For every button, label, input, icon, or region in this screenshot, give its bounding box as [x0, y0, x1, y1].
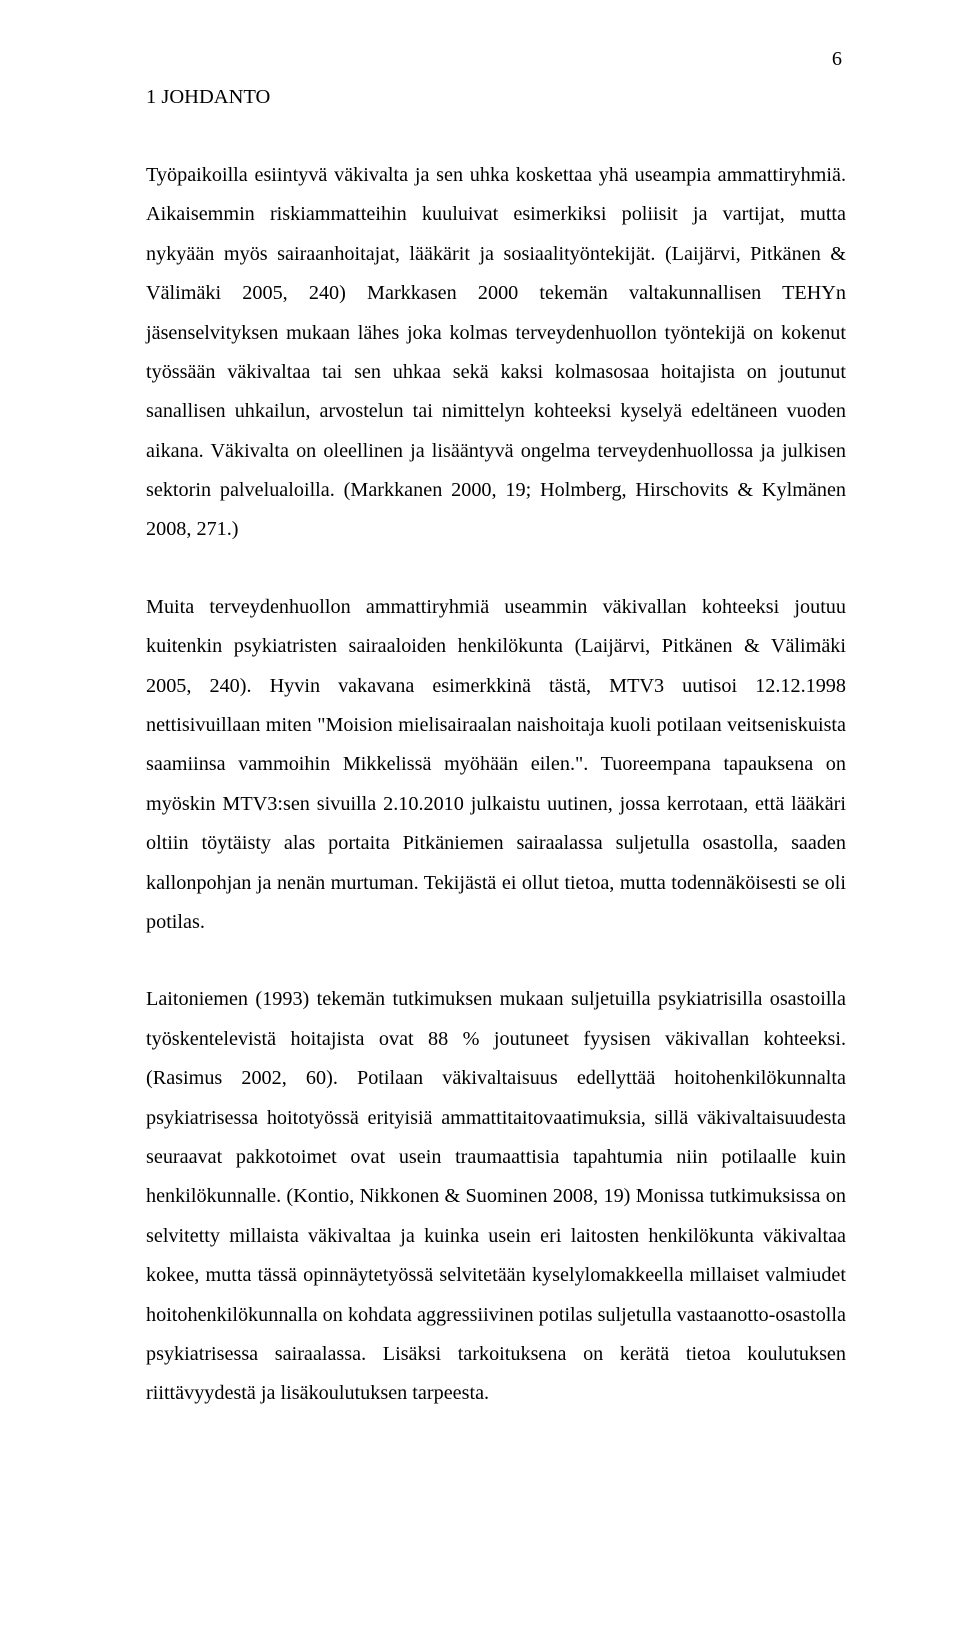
document-page: 6 1 JOHDANTO Työpaikoilla esiintyvä väki… — [0, 0, 960, 1636]
body-paragraph: Muita terveydenhuollon ammattiryhmiä use… — [146, 588, 846, 943]
section-heading: 1 JOHDANTO — [146, 78, 846, 118]
page-number: 6 — [832, 40, 842, 79]
body-paragraph: Työpaikoilla esiintyvä väkivalta ja sen … — [146, 156, 846, 550]
body-paragraph: Laitoniemen (1993) tekemän tutkimuksen m… — [146, 980, 846, 1413]
